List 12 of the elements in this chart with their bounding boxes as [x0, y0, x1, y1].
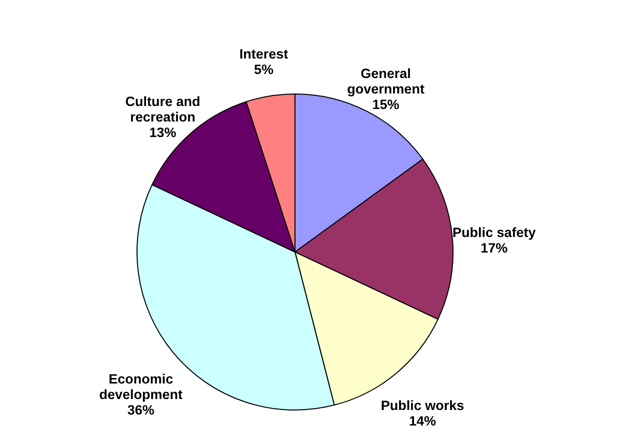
slice-label: Culture and recreation — [125, 94, 200, 124]
slice-label: Public safety — [452, 225, 536, 240]
data-label: 14% — [408, 414, 436, 429]
data-label: 36% — [127, 402, 154, 418]
slice-label: Economic development — [99, 371, 184, 402]
slice-label: General government — [347, 66, 425, 96]
slice-label: Interest — [239, 46, 289, 62]
slice-label: Public works — [380, 398, 464, 414]
data-label: 5% — [254, 62, 274, 77]
data-label: 13% — [149, 124, 176, 140]
data-label: 15% — [372, 96, 400, 112]
data-label: 17% — [480, 240, 508, 256]
